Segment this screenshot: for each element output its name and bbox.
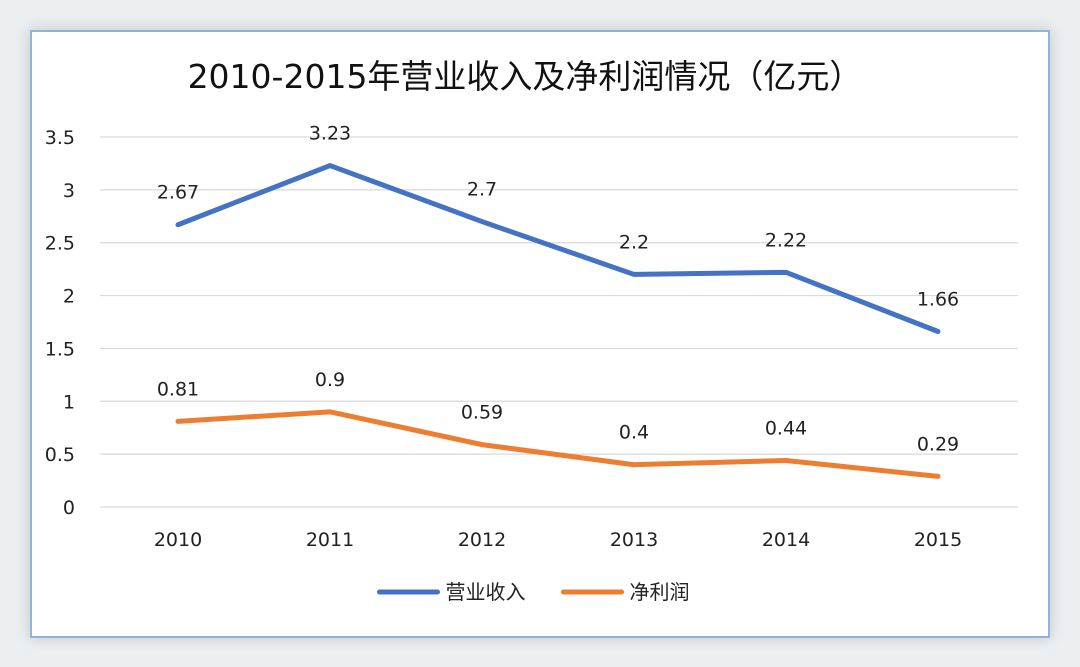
series-line xyxy=(175,409,941,479)
y-tick-label: 2.5 xyxy=(45,233,75,255)
y-tick-label: 3 xyxy=(63,180,75,202)
data-label: 2.22 xyxy=(765,229,807,251)
legend-label: 净利润 xyxy=(630,580,690,604)
series-line xyxy=(175,163,941,335)
data-label: 0.81 xyxy=(157,378,199,400)
y-axis-tick-labels: 0 0.5 1 1.5 2 2.5 3 3.5 xyxy=(45,127,75,519)
x-tick-label: 2014 xyxy=(762,529,810,551)
data-label: 2.7 xyxy=(467,179,497,201)
data-labels: 2.67 3.23 2.7 2.2 2.22 1.66 0.81 0.9 0.59 0.4 0.44… xyxy=(157,123,959,456)
chart-frame xyxy=(30,30,1050,638)
x-tick-label: 2015 xyxy=(914,529,962,551)
data-label: 0.29 xyxy=(917,433,959,455)
x-tick-label: 2013 xyxy=(610,529,658,551)
data-label: 1.66 xyxy=(917,289,959,311)
data-label: 0.44 xyxy=(765,417,807,439)
series-lines xyxy=(175,163,941,479)
legend-label: 营业收入 xyxy=(446,580,526,604)
data-label: 2.2 xyxy=(619,231,649,253)
y-tick-label: 1 xyxy=(63,391,75,413)
x-tick-label: 2010 xyxy=(154,529,202,551)
chart-title: 2010-2015年营业收入及净利润情况（亿元） xyxy=(188,57,863,96)
data-label: 0.4 xyxy=(619,422,649,444)
grid-lines xyxy=(100,136,1018,508)
y-tick-label: 1.5 xyxy=(45,338,75,360)
data-label: 3.23 xyxy=(309,123,351,145)
legend: 营业收入 净利润 xyxy=(377,580,690,604)
x-tick-label: 2011 xyxy=(306,529,354,551)
x-tick-label: 2012 xyxy=(458,529,506,551)
x-axis-tick-labels: 2010 2011 2012 2013 2014 2015 xyxy=(154,529,962,551)
data-label: 0.59 xyxy=(461,402,503,424)
data-label: 0.9 xyxy=(315,369,345,391)
y-tick-label: 0 xyxy=(63,497,75,519)
y-tick-label: 2 xyxy=(63,286,75,308)
y-tick-label: 3.5 xyxy=(45,127,75,149)
y-tick-label: 0.5 xyxy=(45,444,75,466)
data-label: 2.67 xyxy=(157,182,199,204)
